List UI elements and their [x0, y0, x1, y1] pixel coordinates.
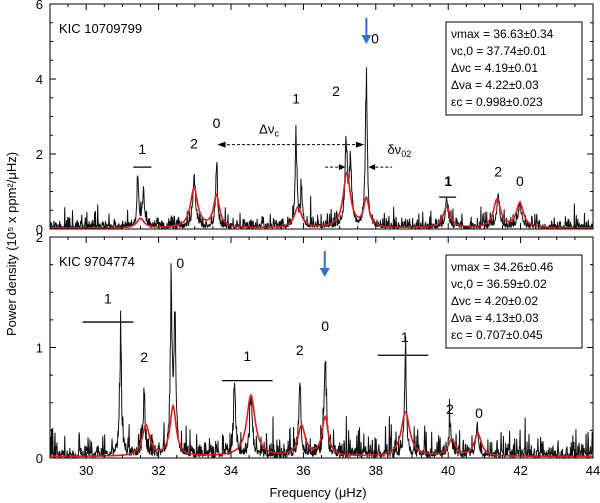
mode-degree-label: 1	[444, 173, 452, 189]
mode-degree-label: 1	[401, 329, 409, 345]
mode-degree-label: 2	[190, 135, 198, 151]
y-tick-label: 2	[36, 230, 43, 245]
mode-degree-label: 1	[243, 348, 251, 364]
mode-degree-label: 0	[516, 173, 524, 189]
x-tick-label: 32	[151, 463, 165, 478]
parameter-text: νmax = 36.63±0.34	[451, 27, 554, 41]
y-tick-label: 4	[36, 72, 43, 87]
y-tick-label: 1	[36, 341, 43, 356]
parameter-text: νc,0 = 37.74±0.01	[451, 44, 547, 58]
y-tick-label: 2	[36, 147, 43, 162]
x-tick-label: 38	[369, 463, 383, 478]
parameter-text: Δνc = 4.20±0.02	[451, 294, 538, 308]
delta-nu-02-arrowhead-left	[338, 164, 346, 171]
spacing-label: δν02	[387, 142, 411, 159]
star-name-label: KIC 10709799	[59, 21, 142, 36]
mode-degree-label: 1	[138, 141, 146, 157]
x-axis-label: Frequency (μHz)	[269, 485, 366, 500]
mode-degree-label: 0	[475, 405, 483, 421]
star-name-label: KIC 9704774	[59, 254, 135, 269]
mode-degree-label: 0	[213, 115, 221, 131]
parameter-text: εc = 0.707±0.045	[451, 328, 543, 342]
parameter-box	[445, 21, 583, 116]
nu-c0-arrow-head	[319, 268, 330, 277]
panel-bottom: 30 32 34 36 38 40 42 44 0 1 2 KIC 9704774 νmax = 34.…	[36, 230, 600, 478]
mode-degree-label: 2	[140, 349, 148, 365]
x-tick-label: 30	[79, 463, 93, 478]
x-tick-label: 40	[441, 463, 455, 478]
mode-degree-label: 2	[296, 342, 304, 358]
y-tick-label: 0	[36, 222, 43, 237]
nu-c0-arrow-head	[361, 35, 372, 44]
mode-degree-label: 0	[321, 318, 329, 334]
x-tick-label: 42	[513, 463, 527, 478]
spacing-label: Δνc	[259, 121, 279, 138]
x-tick-label: 36	[296, 463, 310, 478]
mode-degree-label: 1	[292, 90, 300, 106]
y-axis-label: Power density (10⁵ x ppm²/μHz)	[4, 152, 19, 336]
delta-nu-c-arrowhead-right	[355, 141, 365, 148]
y-tick-label: 6	[36, 0, 43, 12]
x-tick-label: 44	[586, 463, 600, 478]
mode-degree-label: 2	[446, 401, 454, 417]
mode-degree-label: 2	[332, 83, 340, 99]
delta-nu-c-arrowhead-left	[217, 141, 226, 148]
parameter-text: εc = 0.998±0.023	[451, 95, 543, 109]
delta-nu-02-arrowhead-right	[368, 164, 376, 171]
x-tick-label: 34	[224, 463, 238, 478]
parameter-text: Δνa = 4.13±0.03	[451, 311, 539, 325]
mode-degree-label: 2	[494, 164, 502, 180]
parameter-text: νc,0 = 36.59±0.02	[451, 277, 547, 291]
parameter-text: Δνa = 4.22±0.03	[451, 78, 539, 92]
parameter-text: Δνc = 4.19±0.01	[451, 61, 538, 75]
mode-degree-label: 0	[176, 255, 184, 271]
parameter-text: νmax = 34.26±0.46	[451, 260, 554, 274]
mode-degree-label: 1	[104, 290, 112, 306]
fit-model-line	[50, 171, 593, 229]
mode-degree-label: 0	[371, 30, 379, 46]
y-tick-label: 0	[36, 451, 43, 466]
parameter-box	[445, 254, 583, 349]
